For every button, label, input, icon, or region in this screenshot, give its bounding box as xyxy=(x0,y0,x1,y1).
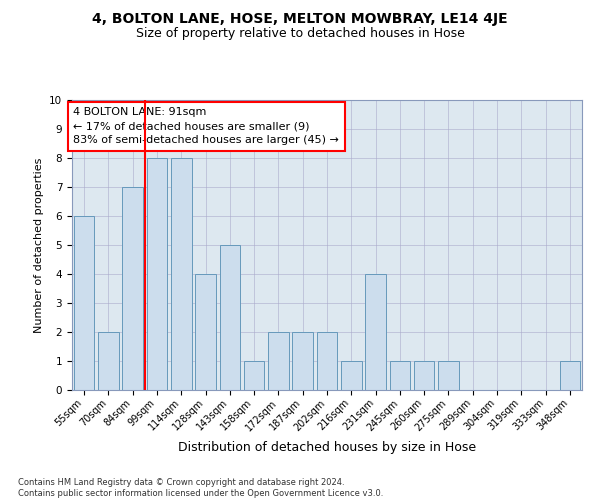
Bar xyxy=(220,245,240,390)
Y-axis label: Number of detached properties: Number of detached properties xyxy=(34,158,44,332)
Bar xyxy=(292,332,313,390)
Bar xyxy=(98,332,119,390)
Bar xyxy=(341,361,362,390)
Bar xyxy=(317,332,337,390)
Bar xyxy=(389,361,410,390)
Bar xyxy=(268,332,289,390)
Bar xyxy=(560,361,580,390)
Text: Size of property relative to detached houses in Hose: Size of property relative to detached ho… xyxy=(136,28,464,40)
Bar xyxy=(122,187,143,390)
Bar xyxy=(244,361,265,390)
Bar xyxy=(438,361,459,390)
Bar xyxy=(414,361,434,390)
X-axis label: Distribution of detached houses by size in Hose: Distribution of detached houses by size … xyxy=(178,441,476,454)
Text: 4, BOLTON LANE, HOSE, MELTON MOWBRAY, LE14 4JE: 4, BOLTON LANE, HOSE, MELTON MOWBRAY, LE… xyxy=(92,12,508,26)
Text: 4 BOLTON LANE: 91sqm
← 17% of detached houses are smaller (9)
83% of semi-detach: 4 BOLTON LANE: 91sqm ← 17% of detached h… xyxy=(73,108,339,146)
Bar xyxy=(195,274,216,390)
Bar xyxy=(146,158,167,390)
Bar xyxy=(365,274,386,390)
Bar xyxy=(74,216,94,390)
Text: Contains HM Land Registry data © Crown copyright and database right 2024.
Contai: Contains HM Land Registry data © Crown c… xyxy=(18,478,383,498)
Bar xyxy=(171,158,191,390)
